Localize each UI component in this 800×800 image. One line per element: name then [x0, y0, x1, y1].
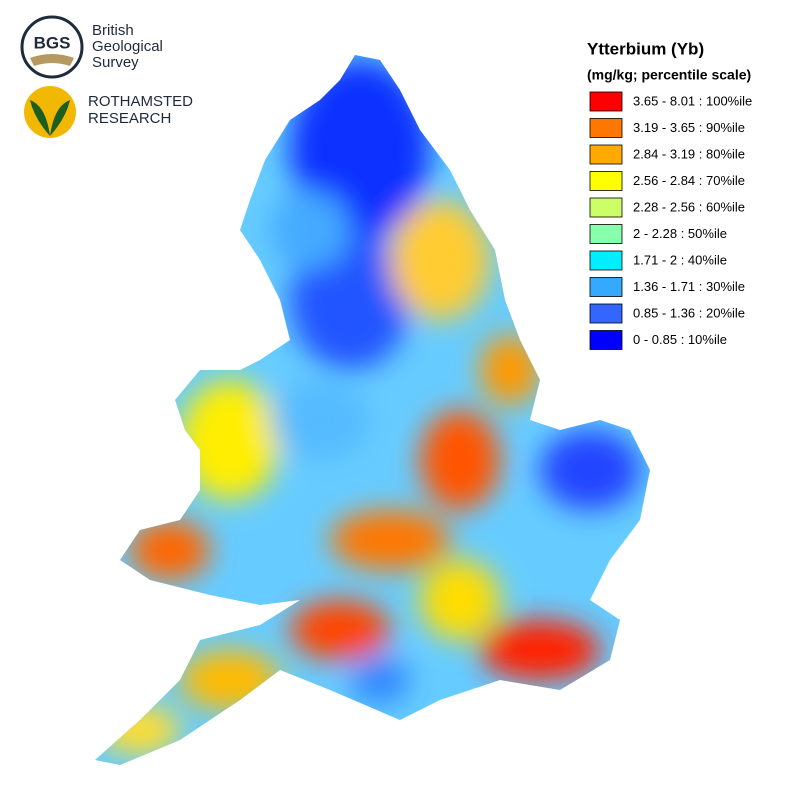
legend-label: 2.84 - 3.19 : 80%ile [633, 146, 745, 161]
legend-swatch [589, 224, 623, 244]
legend-label: 0 - 0.85 : 10%ile [633, 332, 727, 347]
rothamsted-logo [24, 86, 76, 138]
legend-swatch [589, 277, 623, 297]
legend-label: 2 - 2.28 : 50%ile [633, 226, 727, 241]
legend-label: 1.36 - 1.71 : 30%ile [633, 279, 745, 294]
logo-text: British [92, 22, 134, 39]
legend-swatch [589, 330, 623, 350]
legend-label: 2.56 - 2.84 : 70%ile [633, 173, 745, 188]
legend-title: Ytterbium (Yb) [587, 39, 704, 58]
legend-swatch [589, 303, 623, 324]
legend-swatch [589, 171, 623, 191]
legend-swatch [589, 197, 623, 218]
legend-label: 2.28 - 2.56 : 60%ile [633, 199, 745, 214]
logo-text: RESEARCH [88, 110, 171, 127]
legend-subtitle: (mg/kg; percentile scale) [587, 67, 751, 83]
logo-text: Geological [92, 38, 163, 55]
legend-label: 3.19 - 3.65 : 90%ile [633, 120, 745, 135]
legend-swatch [589, 91, 623, 112]
bgs-logo: BGS [20, 15, 84, 79]
legend-swatch [589, 144, 623, 165]
legend: Ytterbium (Yb) (mg/kg; percentile scale)… [587, 39, 752, 350]
legend-swatch [589, 118, 623, 138]
legend-swatch [589, 250, 623, 271]
legend-label: 3.65 - 8.01 : 100%ile [633, 93, 752, 108]
logo-text: ROTHAMSTED [88, 93, 193, 110]
logo-text: Survey [92, 54, 139, 71]
legend-label: 0.85 - 1.36 : 20%ile [633, 305, 745, 320]
logo-abbr: BGS [34, 33, 71, 52]
legend-label: 1.71 - 2 : 40%ile [633, 252, 727, 267]
